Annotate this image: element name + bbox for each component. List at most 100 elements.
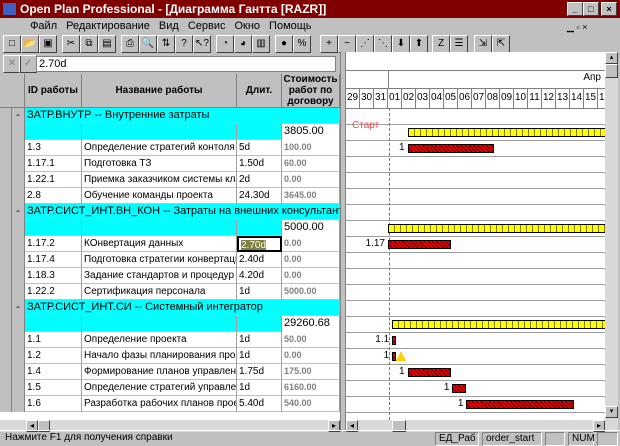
row-header[interactable]: [0, 236, 12, 252]
task-name[interactable]: Задание стандартов и процедур по д: [82, 268, 237, 284]
task-name[interactable]: Обучение команды проекта: [82, 188, 237, 204]
task-bar[interactable]: [392, 352, 397, 361]
task-id[interactable]: 1.18.3: [25, 268, 82, 284]
task-name[interactable]: КОнвертация данных: [82, 236, 237, 252]
task-name[interactable]: Определение стратегий управления р: [82, 380, 237, 396]
table-row[interactable]: 3805.00: [0, 124, 340, 140]
column-header-id[interactable]: ID работы: [25, 74, 82, 108]
task-id[interactable]: 1.17.4: [25, 252, 82, 268]
zoom-out-icon[interactable]: ⇱: [492, 35, 510, 53]
task-name[interactable]: Определение проекта: [82, 332, 237, 348]
zoom-in-icon[interactable]: ⇲: [474, 35, 492, 53]
print-icon[interactable]: ⎙: [121, 35, 139, 53]
column-header-duration[interactable]: Длит.: [237, 74, 282, 108]
task-name[interactable]: Подготовка ТЗ: [82, 156, 237, 172]
task-duration[interactable]: 1d: [237, 348, 282, 364]
task-id[interactable]: 1.22.2: [25, 284, 82, 300]
minimize-button[interactable]: _: [567, 2, 583, 16]
row-header[interactable]: [0, 396, 12, 412]
unlink-icon[interactable]: ⋱: [374, 35, 392, 53]
menu-item-4[interactable]: Окно: [234, 20, 261, 32]
table-row[interactable]: 1.17.1 Подготовка ТЗ 1.50d 60.00: [0, 156, 340, 172]
help-icon[interactable]: ?: [175, 35, 193, 53]
move-up-icon[interactable]: ⬆: [410, 35, 428, 53]
save-icon[interactable]: ▣: [39, 35, 57, 53]
column-header-cost[interactable]: Стоимость работ по договору: [282, 74, 340, 108]
context-help-icon[interactable]: ↖?: [193, 35, 211, 53]
task-duration[interactable]: 2d: [237, 172, 282, 188]
task-name[interactable]: Формирование планов управления: [82, 364, 237, 380]
menu-item-3[interactable]: Сервис: [187, 20, 226, 32]
copy-icon[interactable]: ⧉: [80, 35, 98, 53]
progress-icon[interactable]: ●: [275, 35, 293, 53]
row-header[interactable]: [0, 156, 12, 172]
print-preview-icon[interactable]: 🔍: [139, 35, 157, 53]
doc-window-controls[interactable]: ▁ ▫ ×: [567, 22, 588, 32]
task-id[interactable]: 1.4: [25, 364, 82, 380]
task-name[interactable]: Сертификация персонала: [82, 284, 237, 300]
row-header[interactable]: [0, 348, 12, 364]
percent-icon[interactable]: %: [293, 35, 311, 53]
task-name[interactable]: Приемка заказчиком системы клиенто: [82, 172, 237, 188]
task-bar[interactable]: [407, 368, 451, 377]
row-header[interactable]: [0, 300, 12, 316]
milestone-icon[interactable]: [396, 351, 407, 361]
task-id[interactable]: 1.6: [25, 396, 82, 412]
table-row[interactable]: - ЗАТР.СИСТ_ИНТ.СИ -- Системный интеграто…: [0, 300, 340, 316]
table-row[interactable]: - ЗАТР.ВНУТР -- Внутренние затраты: [0, 108, 340, 124]
menu-item-1[interactable]: Редактирование: [66, 20, 150, 32]
task-name[interactable]: Подготовка стратегии конвертации: [82, 252, 237, 268]
table-row[interactable]: 2.8 Обучение команды проекта 24.30d 3645.00: [0, 188, 340, 204]
table-row[interactable]: 1.6 Разработка рабочих планов проекта 5.40…: [0, 396, 340, 412]
confirm-edit-icon[interactable]: ✓: [19, 55, 37, 73]
task-id[interactable]: 1.22.1: [25, 172, 82, 188]
task-duration[interactable]: 1d: [237, 380, 282, 396]
task-id[interactable]: 1.17.2: [25, 236, 82, 252]
task-bar[interactable]: [407, 144, 495, 153]
task-id[interactable]: 1.17.1: [25, 156, 82, 172]
row-header[interactable]: [0, 252, 12, 268]
task-bar[interactable]: [466, 400, 575, 409]
menu-item-2[interactable]: Вид: [158, 20, 179, 32]
row-header[interactable]: [0, 124, 12, 140]
bar-style-icon[interactable]: ☰: [450, 35, 468, 53]
expand-toggle[interactable]: -: [12, 300, 25, 316]
task-name[interactable]: Начало фазы планирования проекта: [82, 348, 237, 364]
task-duration[interactable]: 5d: [237, 140, 282, 156]
schedule-icon[interactable]: ◔: [216, 35, 234, 53]
task-duration[interactable]: 5.40d: [237, 396, 282, 412]
task-duration-selected[interactable]: 2.70d: [241, 240, 267, 251]
task-duration[interactable]: 1d: [237, 284, 282, 300]
resource-icon[interactable]: ◕: [234, 35, 252, 53]
task-duration[interactable]: 4.20d: [237, 268, 282, 284]
sort-icon[interactable]: ⇅: [157, 35, 175, 53]
table-row[interactable]: - ЗАТР.СИСТ_ИНТ.ВН_КОН -- Затраты на внеш…: [0, 204, 340, 220]
task-id[interactable]: 2.8: [25, 188, 82, 204]
row-header[interactable]: [0, 188, 12, 204]
summary-bar[interactable]: [407, 128, 605, 137]
row-header[interactable]: [0, 284, 12, 300]
task-duration[interactable]: 2.40d: [237, 252, 282, 268]
close-button[interactable]: ×: [601, 2, 617, 16]
row-header[interactable]: [0, 316, 12, 332]
task-bar[interactable]: [388, 240, 451, 249]
row-header[interactable]: [0, 364, 12, 380]
row-header[interactable]: [0, 204, 12, 220]
cut-icon[interactable]: ✂: [62, 35, 80, 53]
table-row[interactable]: 1.17.4 Подготовка стратегии конвертации 2.…: [0, 252, 340, 268]
table-row[interactable]: 1.17.2 КОнвертация данных 2.70d 0.00: [0, 236, 340, 252]
task-duration[interactable]: 1d: [237, 332, 282, 348]
table-row[interactable]: 1.1 Определение проекта 1d 50.00: [0, 332, 340, 348]
collapse-icon[interactable]: −: [338, 35, 356, 53]
table-horizontal-scrollbar[interactable]: ◂ ▸: [0, 420, 340, 432]
task-id[interactable]: 1.3: [25, 140, 82, 156]
task-name[interactable]: Определение стратегий контоля и отч: [82, 140, 237, 156]
new-icon[interactable]: □: [3, 35, 21, 53]
move-down-icon[interactable]: ⬇: [392, 35, 410, 53]
menu-item-5[interactable]: Помощь: [269, 20, 312, 32]
